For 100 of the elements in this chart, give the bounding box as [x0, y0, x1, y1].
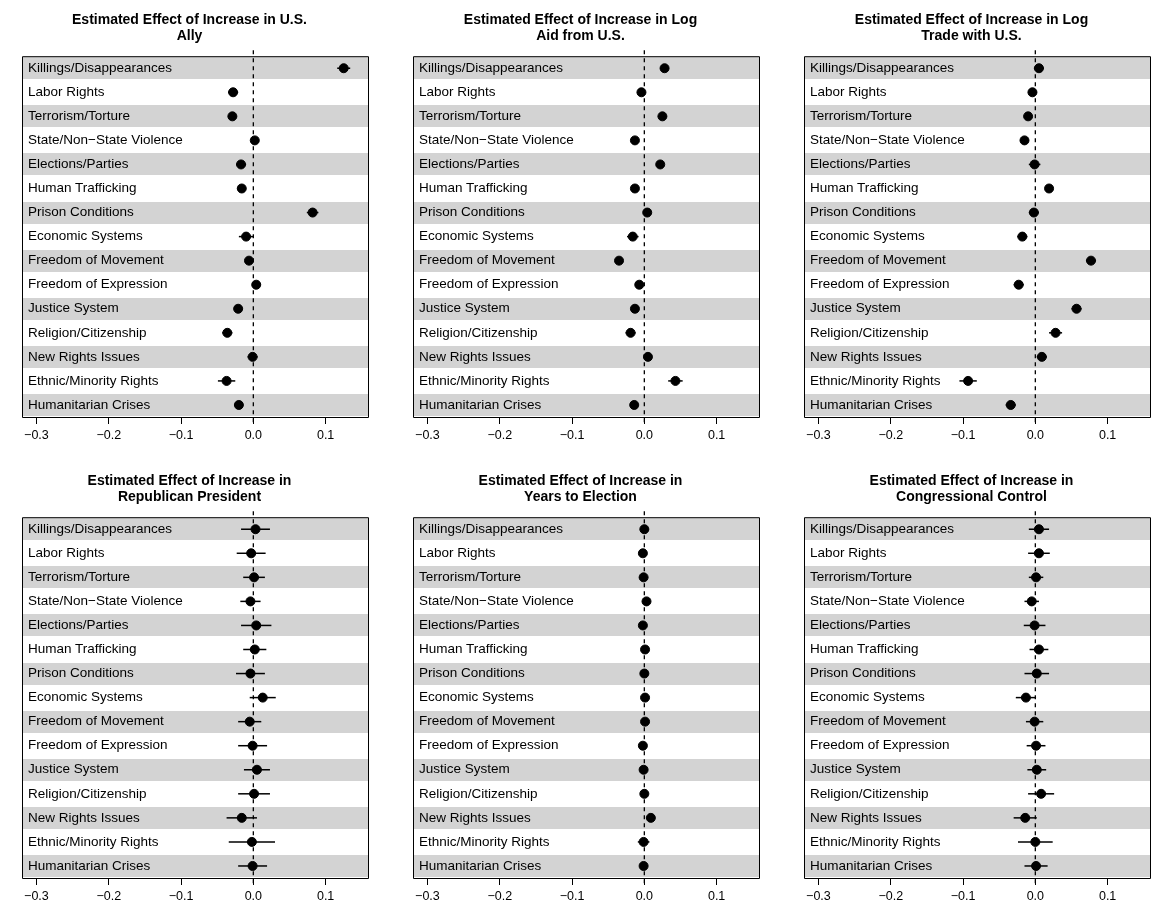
x-tick-label: −0.1 [168, 888, 194, 903]
y-tick-label: Killings/Disappearances [28, 59, 173, 75]
x-tick-label: −0.3 [806, 888, 831, 903]
x-tick-label: 0.0 [244, 427, 263, 442]
x-tick-label: −0.1 [559, 427, 585, 442]
y-tick-label: Killings/Disappearances [810, 59, 955, 75]
y-tick-label: Killings/Disappearances [810, 520, 955, 536]
y-tick-label: Killings/Disappearances [28, 520, 173, 536]
y-tick-label: Economic Systems [419, 228, 535, 244]
y-tick-label: Killings/Disappearances [419, 59, 564, 75]
y-tick-label: Human Trafficking [419, 180, 528, 196]
y-tick-label: Religion/Citizenship [810, 785, 929, 801]
y-tick-label: Prison Conditions [28, 204, 135, 220]
y-tick-label: Freedom of Movement [810, 252, 947, 268]
x-tick-label: −0.2 [878, 888, 904, 903]
y-tick-label: Economic Systems [28, 228, 144, 244]
x-tick-label: 0.1 [707, 888, 726, 903]
y-tick-label: Human Trafficking [810, 641, 919, 657]
y-tick-label: Terrorism/Torture [419, 569, 522, 585]
y-tick-label: Humanitarian Crises [419, 396, 542, 412]
y-tick-label: New Rights Issues [28, 809, 141, 825]
y-tick-label: Labor Rights [810, 84, 887, 99]
y-tick-label: Elections/Parties [810, 156, 911, 172]
y-tick-label: Humanitarian Crises [28, 396, 151, 412]
y-tick-label: Labor Rights [28, 545, 105, 560]
y-tick-label: New Rights Issues [28, 348, 141, 364]
y-tick-label: Justice System [419, 761, 510, 777]
y-tick-label: Freedom of Expression [419, 276, 559, 292]
y-tick-label: Justice System [419, 300, 510, 316]
x-tick-label: 0.1 [707, 427, 726, 442]
y-tick-label: New Rights Issues [419, 809, 532, 825]
chart-title: Estimated Effect of Increase in Log Aid from U.S. [463, 10, 698, 44]
y-tick-label: Prison Conditions [810, 204, 917, 220]
y-tick-label: Humanitarian Crises [28, 857, 151, 873]
x-tick-label: −0.1 [950, 888, 976, 903]
y-tick-label: State/Non−State Violence [810, 132, 965, 148]
x-tick-label: 0.0 [1026, 888, 1045, 903]
y-tick-label: Religion/Citizenship [28, 785, 147, 801]
y-tick-label: Economic Systems [810, 228, 926, 244]
y-tick-label: Elections/Parties [810, 617, 911, 633]
y-tick-label: Justice System [810, 761, 901, 777]
x-tick-label: −0.2 [487, 888, 513, 903]
y-tick-label: Freedom of Movement [28, 252, 165, 268]
y-tick-label: Freedom of Movement [28, 713, 165, 729]
x-tick-label: 0.1 [316, 427, 335, 442]
y-tick-label: Justice System [28, 300, 119, 316]
y-tick-label: State/Non−State Violence [28, 593, 183, 609]
y-tick-label: Humanitarian Crises [810, 857, 933, 873]
y-tick-label: Labor Rights [810, 545, 887, 560]
y-tick-label: Human Trafficking [28, 641, 137, 657]
y-tick-label: Terrorism/Torture [28, 108, 131, 124]
y-tick-label: Ethnic/Minority Rights [419, 833, 550, 849]
y-tick-label: Ethnic/Minority Rights [28, 833, 159, 849]
y-tick-label: Ethnic/Minority Rights [810, 833, 941, 849]
y-tick-label: Terrorism/Torture [810, 569, 913, 585]
y-tick-label: New Rights Issues [810, 348, 923, 364]
chart-title: Estimated Effect of Increase in Log Trade with U.S. [854, 10, 1089, 44]
y-tick-label: Prison Conditions [419, 665, 526, 681]
y-tick-label: Elections/Parties [419, 617, 520, 633]
y-tick-label: Terrorism/Torture [28, 569, 131, 585]
y-tick-label: Labor Rights [419, 84, 496, 99]
chart-title: Estimated Effect of Increase in Years to Election [478, 471, 683, 505]
y-tick-label: Prison Conditions [419, 204, 526, 220]
y-tick-label: State/Non−State Violence [419, 132, 574, 148]
y-tick-label: Freedom of Movement [419, 713, 556, 729]
x-tick-label: −0.3 [806, 427, 831, 442]
y-tick-label: Human Trafficking [810, 180, 919, 196]
y-tick-label: Ethnic/Minority Rights [28, 372, 159, 388]
y-tick-label: Prison Conditions [810, 665, 917, 681]
y-tick-label: Prison Conditions [28, 665, 135, 681]
y-tick-label: Freedom of Movement [810, 713, 947, 729]
y-tick-label: State/Non−State Violence [810, 593, 965, 609]
y-tick-label: Humanitarian Crises [810, 396, 933, 412]
x-tick-label: −0.1 [950, 427, 976, 442]
y-tick-label: Terrorism/Torture [419, 108, 522, 124]
x-tick-label: −0.3 [24, 427, 49, 442]
y-tick-label: Elections/Parties [419, 156, 520, 172]
y-tick-label: Killings/Disappearances [419, 520, 564, 536]
y-tick-label: New Rights Issues [810, 809, 923, 825]
x-tick-label: −0.3 [24, 888, 49, 903]
x-tick-label: 0.0 [1026, 427, 1045, 442]
x-tick-label: −0.2 [96, 888, 122, 903]
y-tick-label: State/Non−State Violence [28, 132, 183, 148]
x-tick-label: 0.0 [635, 427, 654, 442]
y-tick-label: Labor Rights [419, 545, 496, 560]
y-tick-label: Freedom of Movement [419, 252, 556, 268]
y-tick-label: Economic Systems [28, 689, 144, 705]
y-tick-label: Humanitarian Crises [419, 857, 542, 873]
x-tick-label: −0.1 [559, 888, 585, 903]
y-tick-label: Religion/Citizenship [810, 324, 929, 340]
y-tick-label: Human Trafficking [28, 180, 137, 196]
y-tick-label: Elections/Parties [28, 617, 129, 633]
y-tick-label: Religion/Citizenship [419, 785, 538, 801]
x-tick-label: 0.0 [244, 888, 263, 903]
y-tick-label: Labor Rights [28, 84, 105, 99]
y-tick-label: Ethnic/Minority Rights [419, 372, 550, 388]
x-tick-label: −0.1 [168, 427, 194, 442]
y-tick-label: New Rights Issues [419, 348, 532, 364]
y-tick-label: Freedom of Expression [810, 276, 950, 292]
y-tick-label: Justice System [28, 761, 119, 777]
